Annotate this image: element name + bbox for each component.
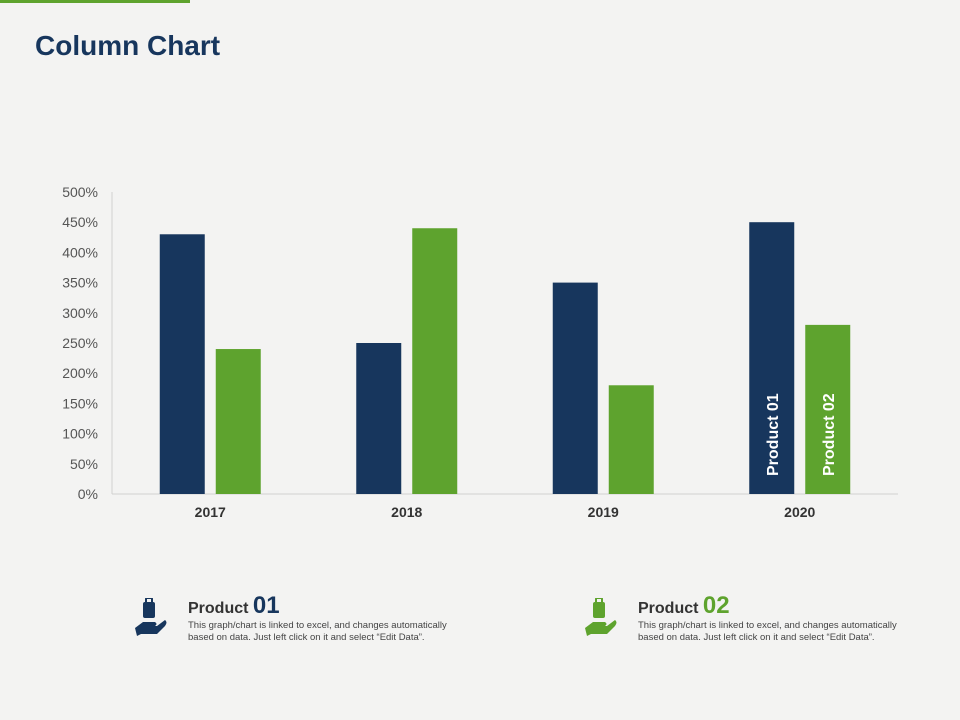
hand-holding-bag-icon bbox=[135, 598, 167, 636]
product-description: This graph/chart is linked to excel, and… bbox=[638, 620, 897, 643]
product-label: Product bbox=[638, 600, 699, 617]
product-number: 02 bbox=[702, 592, 730, 619]
product-label: Product bbox=[188, 600, 249, 617]
y-tick-label: 350% bbox=[62, 275, 98, 291]
y-tick-label: 50% bbox=[70, 456, 98, 472]
accent-bar bbox=[0, 0, 190, 3]
page-title: Column Chart bbox=[35, 30, 221, 61]
y-tick-label: 100% bbox=[62, 426, 98, 442]
column-chart: 0% 50% 100% 150% 200% 250% 300% 350% 400% 450% 500… bbox=[62, 184, 898, 520]
product-02-block: Product 02 This graph/chart is linked to… bbox=[638, 592, 898, 644]
x-tick-label: 2019 bbox=[588, 504, 619, 520]
y-tick-label: 150% bbox=[62, 395, 98, 411]
bar-2019-series-1 bbox=[552, 282, 598, 494]
y-tick-label: 200% bbox=[62, 365, 98, 381]
bar-2018-series-2 bbox=[412, 228, 458, 495]
product-description: This graph/chart is linked to excel, and… bbox=[188, 620, 447, 643]
bar-2018-series-1 bbox=[356, 343, 402, 494]
series-label: Product 01 bbox=[765, 393, 782, 476]
bar-2019-series-2 bbox=[608, 385, 654, 494]
bar-2017-series-1 bbox=[159, 234, 205, 494]
y-tick-label: 250% bbox=[62, 335, 98, 351]
x-tick-label: 2017 bbox=[195, 504, 226, 520]
y-tick-label: 400% bbox=[62, 244, 98, 260]
product-01-block: Product 01 This graph/chart is linked to… bbox=[188, 592, 448, 644]
y-tick-label: 450% bbox=[62, 214, 98, 230]
series-label: Product 02 bbox=[821, 393, 838, 476]
hand-holding-bag-icon bbox=[585, 598, 617, 636]
x-tick-label: 2018 bbox=[391, 504, 422, 520]
product-number: 01 bbox=[252, 592, 280, 619]
y-tick-label: 0% bbox=[78, 486, 98, 502]
y-tick-label: 300% bbox=[62, 305, 98, 321]
bar-2020-series-2 bbox=[805, 324, 851, 494]
y-tick-label: 500% bbox=[62, 184, 98, 200]
x-tick-label: 2020 bbox=[784, 504, 815, 520]
bar-2020-series-1 bbox=[749, 222, 795, 494]
bar-2017-series-2 bbox=[215, 349, 261, 494]
